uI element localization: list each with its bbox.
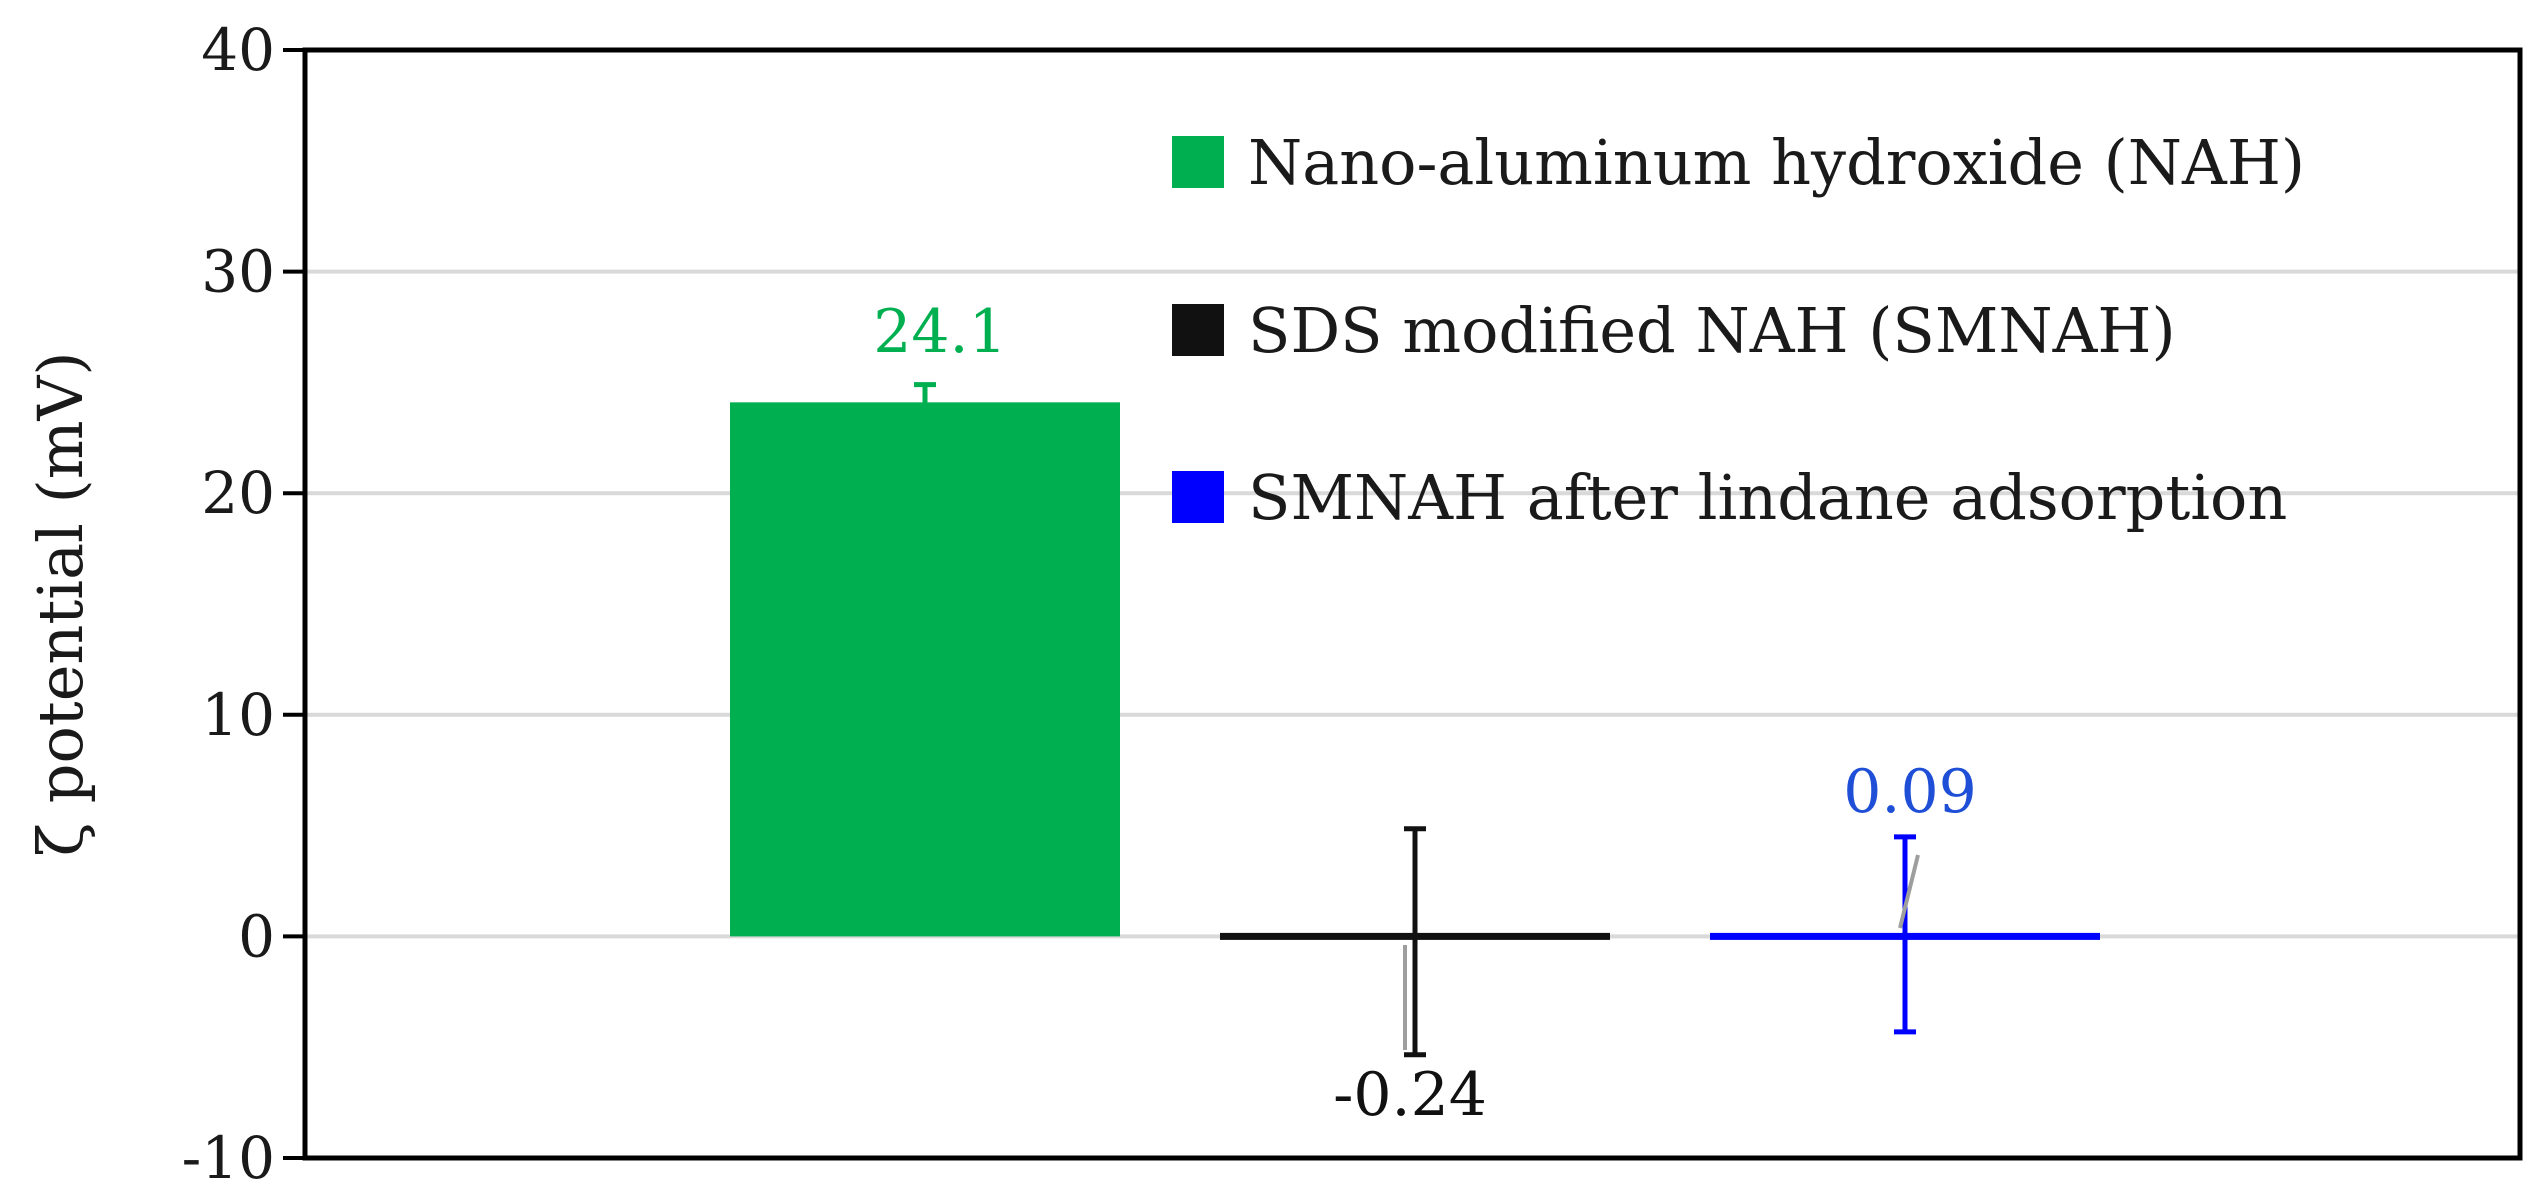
y-tick-label: 20 <box>201 459 275 527</box>
y-axis-ticks: -10 0 10 20 30 40 <box>182 16 305 1192</box>
data-label-1: 24.1 <box>873 297 1007 367</box>
plot-frame <box>302 47 2523 1161</box>
legend-label-3: SMNAH after lindane adsorption <box>1248 461 2287 534</box>
data-label-leader <box>1898 854 1920 929</box>
data-labels: 24.1 -0.24 0.09 <box>873 297 1977 1130</box>
error-bars <box>914 382 1916 1058</box>
y-axis-title: ζ potential (mV) <box>24 351 97 856</box>
data-label-3: 0.09 <box>1843 757 1977 827</box>
y-tick-label: 0 <box>238 902 275 970</box>
legend-swatch-1 <box>1172 136 1224 188</box>
bars <box>730 402 2100 940</box>
bar-1 <box>730 402 1120 937</box>
legend: Nano-aluminum hydroxide (NAH) SDS modifie… <box>1172 126 2305 534</box>
y-tick-label: 30 <box>201 238 275 306</box>
legend-swatch-3 <box>1172 471 1224 523</box>
y-tick-label: 40 <box>201 16 275 84</box>
y-tick-label: 10 <box>201 681 275 749</box>
legend-label-1: Nano-aluminum hydroxide (NAH) <box>1248 126 2305 199</box>
y-tick-label: -10 <box>182 1124 275 1192</box>
legend-swatch-2 <box>1172 304 1224 356</box>
legend-label-2: SDS modified NAH (SMNAH) <box>1248 294 2176 367</box>
data-label-2: -0.24 <box>1333 1060 1487 1130</box>
